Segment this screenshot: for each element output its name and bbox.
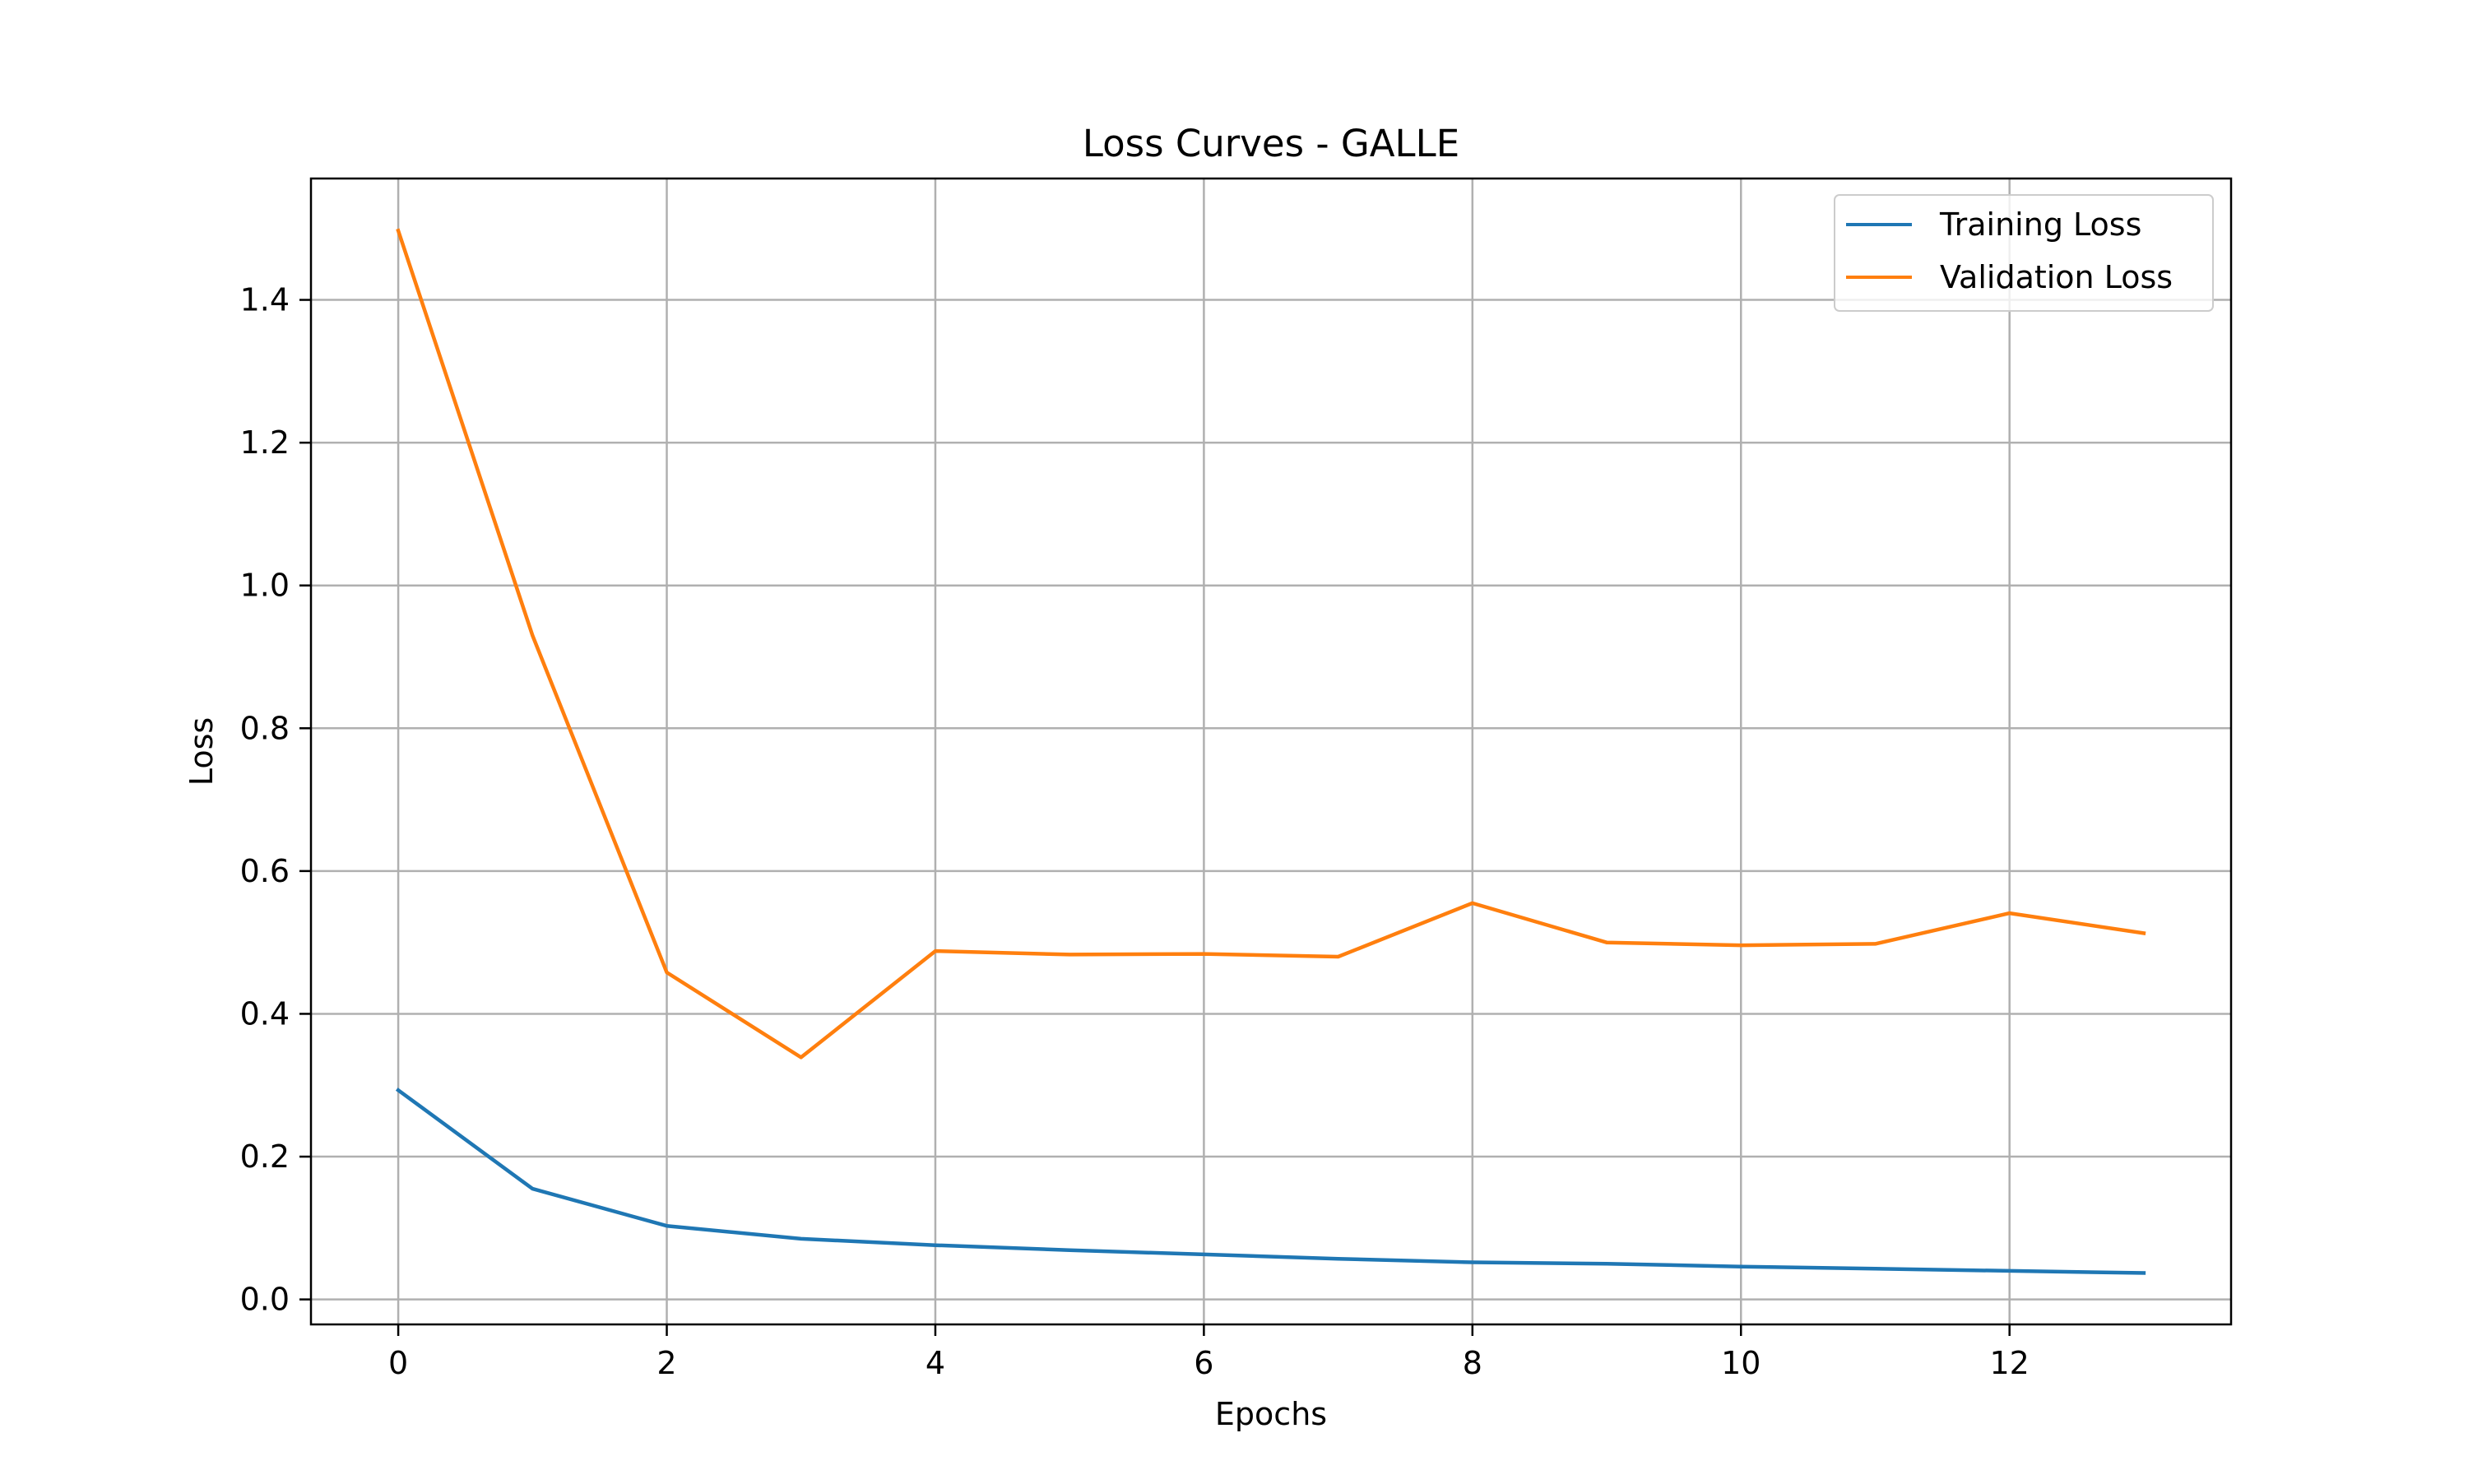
x-tick-label: 8 bbox=[1463, 1345, 1482, 1381]
x-tick-label: 0 bbox=[388, 1345, 408, 1381]
y-tick-label: 1.0 bbox=[240, 568, 290, 604]
y-tick-label: 0.2 bbox=[240, 1139, 290, 1175]
legend-label-training-loss: Training Loss bbox=[1939, 206, 2141, 243]
y-tick-label: 1.4 bbox=[240, 282, 290, 318]
y-tick-label: 0.4 bbox=[240, 995, 290, 1032]
grid-lines bbox=[311, 179, 2231, 1324]
x-tick-label: 6 bbox=[1194, 1345, 1213, 1381]
x-tick-label: 4 bbox=[926, 1345, 945, 1381]
y-tick-label: 1.2 bbox=[240, 424, 290, 461]
series-line-training-loss bbox=[395, 1087, 2146, 1275]
legend-label-validation-loss: Validation Loss bbox=[1940, 259, 2173, 295]
plot-frame bbox=[309, 177, 2233, 1326]
legend-box bbox=[1834, 194, 2214, 312]
y-axis-label: Loss bbox=[183, 717, 220, 786]
x-tick-label: 12 bbox=[1990, 1345, 2030, 1381]
legend: Training Loss Validation Loss bbox=[1834, 194, 2214, 312]
axis-ticks: 0 2 4 6 8 10 12 0.0 0.2 0.4 0.6 0.8 1.0 1.2 1.4 bbox=[240, 282, 2030, 1381]
x-axis-label: Epochs bbox=[1215, 1396, 1327, 1432]
chart-title: Loss Curves - GALLE bbox=[1083, 122, 1459, 165]
y-tick-label: 0.6 bbox=[240, 853, 290, 889]
series-line-validation-loss bbox=[396, 228, 2146, 1060]
y-tick-label: 0.0 bbox=[240, 1282, 290, 1318]
x-tick-label: 10 bbox=[1721, 1345, 1761, 1381]
x-tick-label: 2 bbox=[656, 1345, 676, 1381]
y-tick-label: 0.8 bbox=[240, 710, 290, 746]
series-lines bbox=[395, 228, 2146, 1275]
